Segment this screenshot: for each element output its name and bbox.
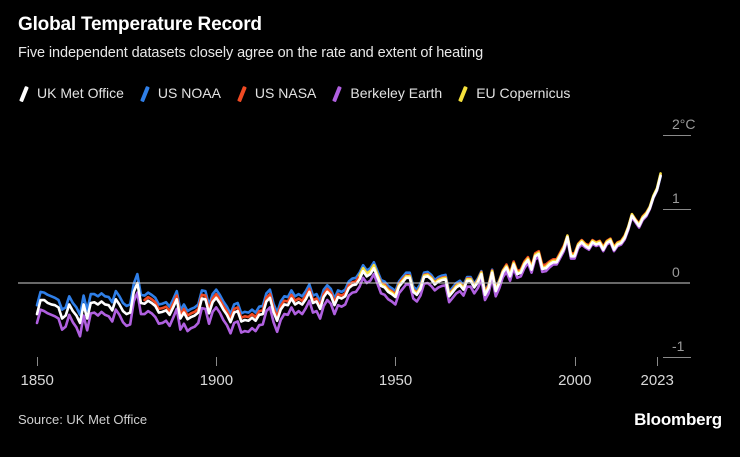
legend-item-us-nasa: US NASA — [236, 85, 316, 101]
legend-slash-icon — [139, 86, 152, 101]
legend-item-label: Berkeley Earth — [350, 85, 443, 101]
legend-item-label: US NASA — [254, 85, 317, 101]
legend-item-us-noaa: US NOAA — [139, 85, 221, 101]
legend-slash-icon — [331, 86, 344, 101]
series-line-uk-met-office — [35, 174, 662, 325]
x-axis-label: 2000 — [558, 372, 592, 389]
x-axis-label: 2023 — [640, 372, 674, 389]
legend-item-label: US NOAA — [157, 85, 221, 101]
x-axis-label: 1950 — [378, 372, 413, 389]
source-note: Source: UK Met Office — [18, 412, 148, 427]
x-axis-label: 1850 — [20, 372, 54, 389]
bloomberg-logo: Bloomberg — [634, 410, 722, 429]
legend-slash-icon — [18, 86, 31, 101]
x-axis-label: 1900 — [199, 372, 234, 389]
legend-slash-icon — [457, 86, 470, 101]
legend-item-label: UK Met Office — [37, 85, 124, 101]
legend-item-berkeley-earth: Berkeley Earth — [331, 85, 442, 101]
legend-slash-icon — [236, 86, 249, 101]
chart-legend: UK Met Office US NOAA US NASA Berkeley Eart… — [18, 85, 585, 101]
legend-item-uk-met-office: UK Met Office — [18, 85, 124, 101]
series-line-berkeley-earth — [35, 175, 662, 338]
page-subtitle: Five independent datasets closely agree … — [18, 45, 484, 61]
page-title: Global Temperature Record — [18, 14, 262, 35]
legend-item-label: EU Copernicus — [476, 85, 571, 101]
temperature-line-chart — [18, 172, 690, 338]
legend-item-eu-copernicus: EU Copernicus — [457, 85, 570, 101]
chart-plot-area — [0, 100, 740, 370]
